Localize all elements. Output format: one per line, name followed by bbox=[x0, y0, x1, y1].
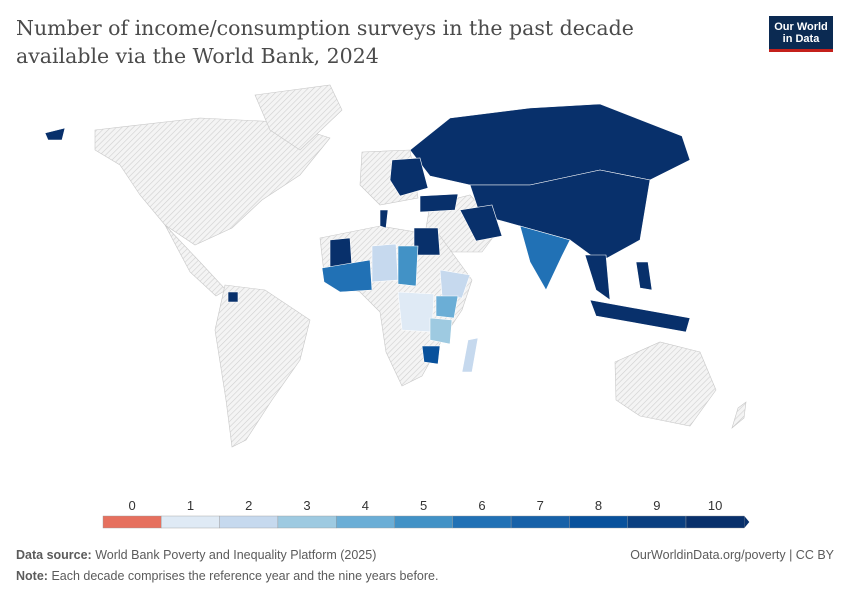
region-philippines[interactable] bbox=[635, 261, 653, 291]
legend-label-7: 7 bbox=[537, 498, 544, 513]
source-label: Data source: bbox=[16, 548, 92, 562]
central-america[interactable] bbox=[164, 224, 227, 297]
legend-label-3: 3 bbox=[303, 498, 310, 513]
legend-label-9: 9 bbox=[653, 498, 660, 513]
legend-label-5: 5 bbox=[420, 498, 427, 513]
color-legend: 0 1 2 3 4 5 6 7 8 9 10 bbox=[102, 498, 750, 529]
region-zimbabwe[interactable] bbox=[421, 345, 441, 365]
note-text: Each decade comprises the reference year… bbox=[51, 569, 439, 583]
note: Note: Each decade comprises the referenc… bbox=[16, 569, 438, 583]
legend-bin-9[interactable] bbox=[627, 515, 687, 529]
legend-label-4: 4 bbox=[362, 498, 369, 513]
legend-bin-6[interactable] bbox=[452, 515, 512, 529]
region-west-africa[interactable] bbox=[321, 259, 373, 293]
legend-bin-8[interactable] bbox=[569, 515, 628, 529]
legend-label-0: 0 bbox=[129, 498, 136, 513]
region-madagascar[interactable] bbox=[461, 337, 479, 373]
new-zealand[interactable] bbox=[731, 401, 747, 429]
legend-bin-3[interactable] bbox=[277, 515, 337, 529]
chart-title: Number of income/consumption surveys in … bbox=[16, 16, 634, 68]
region-alaska-bit[interactable] bbox=[44, 127, 66, 141]
australia[interactable] bbox=[614, 341, 717, 427]
note-label: Note: bbox=[16, 569, 48, 583]
legend-label-1: 1 bbox=[187, 498, 194, 513]
legend-bin-5[interactable] bbox=[394, 515, 453, 529]
legend-bin-1[interactable] bbox=[161, 515, 220, 529]
legend-bin-4[interactable] bbox=[336, 515, 395, 529]
region-india[interactable] bbox=[519, 225, 571, 291]
legend-bin-2[interactable] bbox=[219, 515, 279, 529]
legend-label-6: 6 bbox=[478, 498, 485, 513]
data-source: Data source: World Bank Poverty and Ineq… bbox=[16, 548, 376, 562]
region-kenya[interactable] bbox=[435, 295, 459, 319]
region-eastern-europe[interactable] bbox=[389, 157, 429, 197]
legend-label-10: 10 bbox=[708, 498, 722, 513]
region-southeast-asia[interactable] bbox=[584, 254, 611, 301]
logo-line-1: Our World bbox=[774, 21, 828, 33]
legend-label-8: 8 bbox=[595, 498, 602, 513]
region-russia[interactable] bbox=[409, 103, 691, 186]
region-turkey[interactable] bbox=[419, 193, 459, 213]
region-iran[interactable] bbox=[459, 204, 503, 242]
region-congo[interactable] bbox=[397, 291, 435, 333]
region-sahel[interactable] bbox=[371, 243, 399, 283]
region-indonesia[interactable] bbox=[589, 299, 691, 333]
region-sudan[interactable] bbox=[397, 245, 419, 287]
legend-bin-10[interactable] bbox=[685, 515, 745, 529]
legend-arrow-icon bbox=[744, 516, 750, 528]
logo-line-2: in Data bbox=[782, 33, 820, 45]
region-china-central-asia[interactable] bbox=[469, 169, 651, 263]
legend-label-2: 2 bbox=[245, 498, 252, 513]
region-ethiopia[interactable] bbox=[439, 269, 471, 299]
source-text: World Bank Poverty and Inequality Platfo… bbox=[95, 548, 377, 562]
owid-logo[interactable]: Our World in Data bbox=[769, 16, 833, 52]
south-america[interactable] bbox=[214, 284, 311, 448]
greenland[interactable] bbox=[254, 84, 343, 151]
legend-bin-0[interactable] bbox=[102, 515, 162, 529]
source-link[interactable]: OurWorldinData.org/poverty | CC BY bbox=[630, 548, 834, 562]
world-map[interactable] bbox=[0, 70, 850, 470]
legend-bin-7[interactable] bbox=[510, 515, 570, 529]
region-tunisia[interactable] bbox=[379, 209, 389, 229]
region-suriname[interactable] bbox=[227, 291, 239, 303]
region-tanzania[interactable] bbox=[429, 317, 453, 345]
